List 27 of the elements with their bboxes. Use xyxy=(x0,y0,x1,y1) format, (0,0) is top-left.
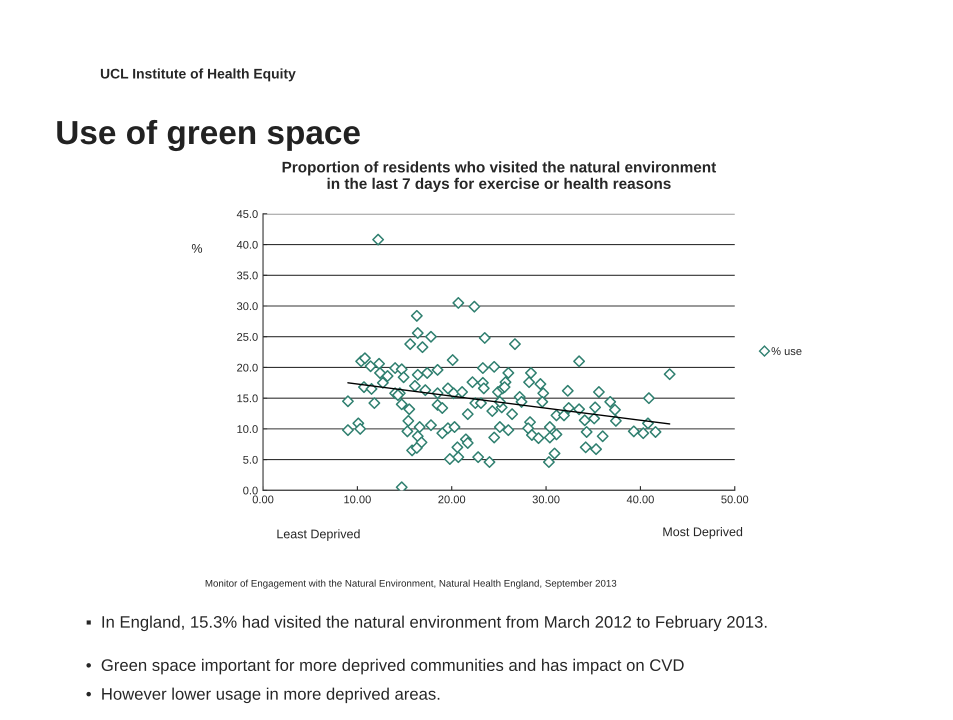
y-tick-label: 35.0 xyxy=(236,272,258,280)
y-tick-label: 15.0 xyxy=(237,394,258,402)
y-tick-label: 5.0 xyxy=(243,456,258,464)
x-tick-label: 0.00 xyxy=(252,495,274,504)
y-tick-label: 0.0 xyxy=(243,486,258,494)
text: • However lower usage in more deprived areas. xyxy=(86,688,440,704)
chart-subtitle: Proportion of residents who visited the natural environment in the last 7 days for exercise or health reasons xyxy=(282,161,716,192)
y-tick-label: 45.0 xyxy=(236,210,258,218)
text: Least Deprived xyxy=(277,529,360,541)
y-tick-label: 25.0 xyxy=(237,332,258,341)
x-tick-label: 30.00 xyxy=(532,495,560,504)
text: • Green space important for more deprived communities and has impact on CVD xyxy=(86,658,684,674)
y-tick-label: 20.0 xyxy=(237,364,258,372)
text: Monitor of Engagement with the Natural Environment, Natural Health England, September 2013 xyxy=(206,580,616,589)
x-tick-label: 10.00 xyxy=(344,495,371,504)
y-tick-label: 10.0 xyxy=(237,425,258,434)
chart-title: Use of green space xyxy=(57,120,360,152)
y-tick-label: 30.0 xyxy=(236,302,258,310)
x-tick-label: 50.00 xyxy=(721,495,748,504)
text: ▪ In England, 15.3% had visited the natural environment from March 2012 to February 2013. xyxy=(86,616,766,632)
y-axis-title: % xyxy=(192,244,202,253)
text: UCL Institute of Health Equity xyxy=(100,68,296,82)
legend-label: % use xyxy=(772,347,802,356)
x-tick-label: 20.00 xyxy=(438,495,466,504)
y-tick-label: 40.0 xyxy=(236,240,258,249)
text: Most Deprived xyxy=(663,527,742,539)
x-tick-label: 40.00 xyxy=(626,495,654,504)
